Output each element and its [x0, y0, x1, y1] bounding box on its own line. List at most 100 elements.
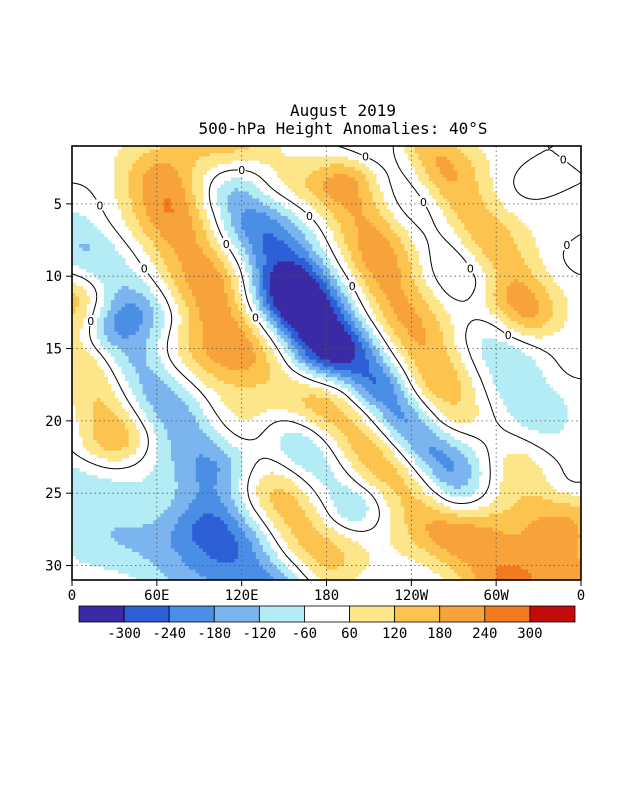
anomaly-cell: [132, 167, 137, 172]
anomaly-cell: [496, 279, 501, 284]
anomaly-cell: [326, 177, 331, 182]
anomaly-cell: [535, 317, 540, 322]
anomaly-cell: [404, 300, 409, 305]
anomaly-cell: [199, 240, 204, 245]
anomaly-cell: [351, 212, 356, 217]
anomaly-cell: [298, 247, 303, 252]
anomaly-cell: [202, 247, 207, 252]
anomaly-cell: [298, 324, 303, 329]
anomaly-cell: [142, 212, 147, 217]
anomaly-cell: [344, 156, 349, 161]
anomaly-cell: [556, 321, 561, 326]
anomaly-cell: [146, 198, 151, 203]
anomaly-cell: [499, 254, 504, 259]
anomaly-cell: [202, 300, 207, 305]
anomaly-cell: [167, 156, 172, 161]
anomaly-cell: [397, 272, 402, 277]
anomaly-cell: [114, 174, 119, 179]
anomaly-cell: [340, 219, 345, 224]
anomaly-cell: [457, 188, 462, 193]
anomaly-cell: [195, 331, 200, 336]
anomaly-cell: [227, 209, 232, 214]
anomaly-cell: [128, 195, 133, 200]
anomaly-cell: [340, 324, 345, 329]
anomaly-cell: [308, 324, 313, 329]
anomaly-cell: [471, 226, 476, 231]
anomaly-cell: [464, 223, 469, 228]
anomaly-cell: [503, 293, 508, 298]
anomaly-cell: [404, 265, 409, 270]
anomaly-cell: [301, 279, 306, 284]
anomaly-cell: [188, 233, 193, 238]
anomaly-cell: [284, 160, 289, 165]
anomaly-cell: [375, 265, 381, 270]
anomaly-cell: [443, 181, 448, 186]
anomaly-cell: [322, 261, 328, 266]
anomaly-cell: [291, 272, 296, 277]
anomaly-cell: [142, 163, 147, 168]
anomaly-cell: [485, 296, 490, 301]
anomaly-cell: [474, 153, 480, 158]
anomaly-cell: [559, 293, 564, 298]
anomaly-cell: [496, 286, 501, 291]
anomaly-cell: [277, 174, 282, 179]
anomaly-cell: [107, 275, 112, 280]
anomaly-cell: [167, 275, 172, 280]
anomaly-cell: [358, 282, 363, 287]
anomaly-cell: [414, 261, 419, 266]
anomaly-cell: [425, 163, 430, 168]
anomaly-cell: [178, 331, 183, 336]
anomaly-cell: [354, 275, 359, 280]
anomaly-cell: [305, 251, 310, 256]
anomaly-cell: [128, 163, 133, 168]
anomaly-cell: [298, 244, 303, 249]
anomaly-cell: [344, 321, 349, 326]
anomaly-cell: [404, 237, 409, 242]
anomaly-cell: [319, 321, 324, 326]
anomaly-cell: [188, 237, 193, 242]
anomaly-cell: [340, 282, 345, 287]
anomaly-cell: [284, 272, 289, 277]
anomaly-cell: [496, 293, 501, 298]
anomaly-cell: [330, 170, 335, 175]
anomaly-cell: [269, 198, 275, 203]
anomaly-cell: [245, 321, 250, 326]
anomaly-cell: [478, 205, 483, 210]
anomaly-cell: [72, 317, 77, 322]
anomaly-cell: [407, 247, 412, 252]
anomaly-cell: [100, 244, 105, 249]
anomaly-cell: [407, 146, 412, 151]
anomaly-cell: [167, 191, 172, 196]
anomaly-cell: [432, 177, 437, 182]
anomaly-cell: [375, 205, 381, 210]
anomaly-cell: [354, 230, 359, 235]
anomaly-cell: [213, 163, 218, 168]
anomaly-cell: [132, 230, 137, 235]
anomaly-cell: [365, 219, 370, 224]
anomaly-cell: [142, 174, 147, 179]
anomaly-cell: [436, 195, 441, 200]
anomaly-cell: [174, 167, 179, 172]
anomaly-cell: [192, 219, 197, 224]
anomaly-cell: [340, 251, 345, 256]
anomaly-cell: [128, 223, 133, 228]
anomaly-cell: [365, 233, 370, 238]
anomaly-cell: [192, 331, 197, 336]
anomaly-cell: [457, 146, 462, 151]
anomaly-cell: [192, 303, 197, 308]
anomaly-cell: [383, 202, 388, 207]
anomaly-cell: [531, 293, 536, 298]
anomaly-cell: [231, 303, 236, 308]
anomaly-cell: [375, 307, 381, 312]
anomaly-cell: [294, 170, 299, 175]
anomaly-cell: [361, 163, 366, 168]
anomaly-cell: [287, 268, 292, 273]
anomaly-cell: [234, 181, 239, 186]
anomaly-cell: [167, 216, 172, 221]
anomaly-cell: [474, 230, 480, 235]
anomaly-cell: [209, 240, 214, 245]
anomaly-cell: [149, 212, 154, 217]
anomaly-cell: [82, 247, 87, 252]
anomaly-cell: [365, 328, 370, 333]
anomaly-cell: [117, 191, 123, 196]
